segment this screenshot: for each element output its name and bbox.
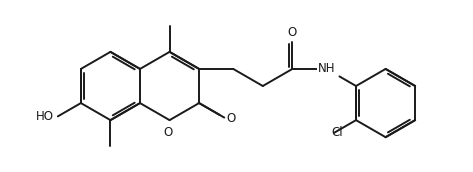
Text: Cl: Cl <box>331 126 342 139</box>
Text: O: O <box>288 26 297 39</box>
Text: O: O <box>227 112 236 126</box>
Text: O: O <box>164 126 173 139</box>
Text: HO: HO <box>35 110 53 123</box>
Text: NH: NH <box>318 62 335 76</box>
